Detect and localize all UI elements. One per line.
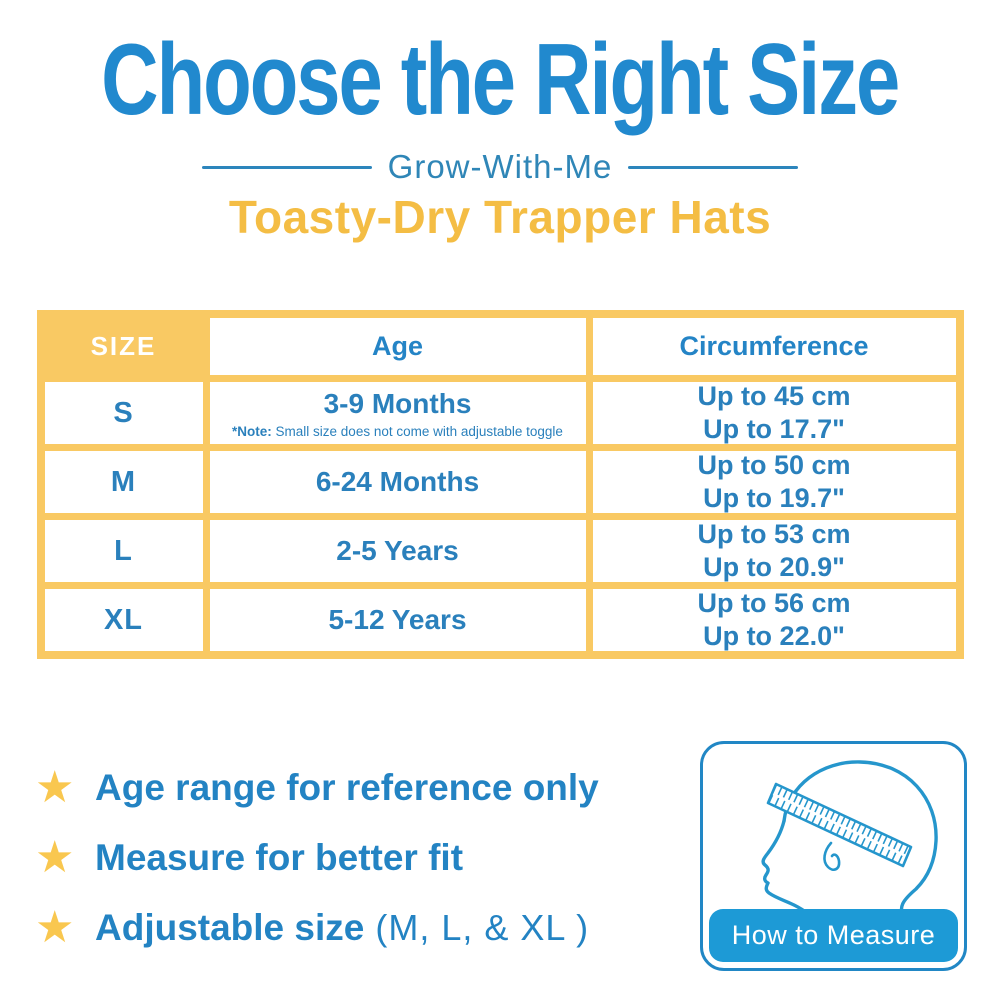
table-row-xl-size-cell: XL xyxy=(44,589,203,651)
ear-outline xyxy=(823,841,841,871)
table-header-age-label: Age xyxy=(371,331,423,361)
circumference-cm: Up to 50 cm xyxy=(697,450,851,481)
size-value: XL xyxy=(103,603,144,636)
table-row-l-size-cell: L xyxy=(44,520,203,582)
table-row-l-age-cell: 2-5 Years xyxy=(209,520,586,582)
table-header-circumference: Circumference xyxy=(592,318,956,375)
circumference-cm: Up to 45 cm xyxy=(697,381,851,412)
table-header-circumference-label: Circumference xyxy=(679,331,869,361)
circumference-inches: Up to 19.7" xyxy=(703,483,845,513)
note-text: Age range for reference only xyxy=(95,767,599,808)
size-s-note-prefix: *Note: xyxy=(232,423,272,439)
table-row-m-circumference-cell: Up to 50 cm Up to 19.7" xyxy=(592,450,956,513)
circumference-inches: Up to 20.9" xyxy=(703,552,845,582)
circumference-inches: Up to 17.7" xyxy=(703,414,845,444)
size-value: L xyxy=(114,534,133,567)
table-header-size-label: SIZE xyxy=(90,331,157,361)
list-item: ★ Age range for reference only xyxy=(35,763,599,812)
star-icon: ★ xyxy=(35,763,75,812)
list-item: ★ Measure for better fit xyxy=(35,833,599,882)
age-value: 3-9 Months xyxy=(323,387,472,419)
size-s-note-text: Small size does not come with adjustable… xyxy=(271,423,563,439)
table-row-s-size-cell: S xyxy=(44,382,203,444)
note-text: Measure for better fit xyxy=(95,837,464,878)
circumference-inches: Up to 22.0" xyxy=(703,621,845,651)
age-value: 2-5 Years xyxy=(336,535,459,566)
head-measuring-illustration xyxy=(761,760,938,912)
table-row-s-circumference-cell: Up to 45 cm Up to 17.7" xyxy=(592,381,956,444)
note-text-bold: Adjustable size xyxy=(95,907,365,948)
table-row-l-circumference-cell: Up to 53 cm Up to 20.9" xyxy=(592,519,956,582)
list-item: ★ Adjustable size (M, L, & XL ) xyxy=(35,903,599,952)
size-s-note: *Note: Small size does not come with adj… xyxy=(232,424,563,439)
size-table: SIZE Age Circumference S 3-9 Months *Not… xyxy=(36,310,964,659)
table-header-size: SIZE xyxy=(45,318,203,375)
table-row-xl-age-cell: 5-12 Years xyxy=(209,589,586,651)
age-value: 6-24 Months xyxy=(315,466,480,497)
notes-list: ★ Age range for reference only ★ Measure… xyxy=(35,741,599,977)
table-header-age: Age xyxy=(209,318,586,375)
title-block: Choose the Right Size xyxy=(0,28,1000,140)
subtitle-row: Grow-With-Me xyxy=(0,148,1000,186)
table-row-m-age-cell: 6-24 Months xyxy=(209,451,586,513)
size-value: M xyxy=(110,465,137,498)
page-title: Choose the Right Size xyxy=(101,21,900,136)
infographic-page: Choose the Right Size Grow-With-Me Toast… xyxy=(0,28,1000,1000)
star-icon: ★ xyxy=(35,833,75,882)
star-icon: ★ xyxy=(35,903,75,952)
measuring-tape xyxy=(766,782,913,868)
note-text-light: (M, L, & XL ) xyxy=(364,907,590,948)
age-value: 5-12 Years xyxy=(328,604,467,635)
product-title: Toasty-Dry Trapper Hats xyxy=(228,191,772,243)
how-to-measure-label: How to Measure xyxy=(709,909,958,962)
note-text: Adjustable size (M, L, & XL ) xyxy=(95,907,589,949)
circumference-cm: Up to 56 cm xyxy=(697,588,851,619)
subtitle-divider-left xyxy=(201,165,372,169)
circumference-cm: Up to 53 cm xyxy=(697,519,851,550)
subtitle-divider-right xyxy=(628,165,799,169)
how-to-measure-box: How to Measure xyxy=(700,741,967,971)
subtitle-text: Grow-With-Me xyxy=(387,148,613,185)
table-row-m-size-cell: M xyxy=(44,451,203,513)
size-value: S xyxy=(113,396,134,429)
table-row-xl-circumference-cell: Up to 56 cm Up to 22.0" xyxy=(592,588,956,651)
table-row-s-age-cell: 3-9 Months *Note: Small size does not co… xyxy=(209,382,586,444)
bottom-section: ★ Age range for reference only ★ Measure… xyxy=(0,741,1000,977)
